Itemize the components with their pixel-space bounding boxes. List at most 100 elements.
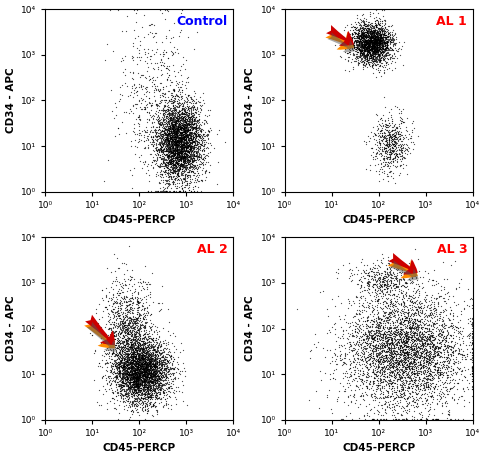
Point	[171, 122, 179, 129]
Point	[156, 374, 164, 381]
Point	[365, 40, 373, 47]
Point	[399, 329, 406, 336]
Point	[388, 378, 396, 385]
Point	[383, 285, 391, 292]
Point	[388, 36, 396, 43]
Point	[416, 291, 423, 298]
Point	[362, 359, 370, 366]
Point	[155, 373, 162, 380]
Point	[389, 303, 397, 311]
Point	[399, 363, 407, 370]
Point	[386, 265, 394, 273]
Point	[169, 156, 176, 163]
Point	[384, 343, 392, 350]
Point	[411, 328, 419, 336]
Point	[369, 26, 377, 34]
Point	[407, 325, 415, 332]
Point	[177, 126, 185, 134]
Point	[379, 339, 387, 346]
Point	[152, 380, 159, 387]
Point	[387, 266, 395, 274]
Point	[127, 383, 135, 391]
Point	[150, 368, 157, 375]
Point	[363, 370, 370, 378]
Point	[161, 116, 169, 123]
Point	[401, 391, 409, 398]
Point	[368, 46, 376, 53]
Point	[435, 322, 443, 329]
Point	[134, 295, 142, 302]
Point	[110, 250, 118, 257]
Point	[377, 340, 384, 347]
Point	[378, 27, 385, 34]
Point	[361, 36, 368, 44]
Point	[175, 187, 183, 195]
Point	[460, 402, 468, 409]
Point	[156, 356, 163, 363]
Point	[160, 156, 168, 163]
Point	[135, 396, 142, 403]
Point	[363, 37, 370, 45]
Point	[112, 381, 120, 389]
Point	[394, 153, 401, 160]
Point	[375, 40, 382, 48]
Point	[149, 373, 156, 381]
Point	[111, 267, 119, 274]
Point	[451, 369, 459, 376]
Point	[141, 395, 149, 403]
Point	[391, 137, 399, 145]
Point	[405, 336, 413, 343]
Point	[191, 87, 198, 94]
Point	[412, 347, 419, 354]
Point	[117, 330, 125, 337]
Point	[134, 363, 141, 370]
Point	[443, 331, 451, 338]
Point	[174, 124, 182, 132]
Point	[383, 276, 391, 283]
Point	[172, 137, 179, 144]
Point	[358, 39, 366, 46]
Point	[174, 154, 181, 162]
Point	[143, 353, 151, 361]
Point	[168, 115, 175, 123]
Point	[167, 113, 174, 121]
Point	[375, 39, 382, 47]
Point	[412, 386, 419, 393]
Point	[325, 386, 333, 394]
Point	[418, 349, 426, 356]
Point	[390, 349, 398, 357]
Point	[161, 144, 169, 151]
Point	[150, 357, 157, 364]
Point	[138, 353, 146, 361]
Point	[133, 403, 141, 410]
Point	[381, 327, 389, 335]
Point	[164, 109, 172, 117]
Point	[410, 357, 417, 364]
Point	[379, 370, 386, 378]
Point	[375, 37, 383, 45]
Point	[159, 155, 167, 162]
Point	[375, 325, 382, 332]
Point	[445, 292, 453, 300]
Point	[464, 319, 471, 326]
Point	[116, 300, 123, 307]
Point	[358, 332, 365, 340]
Point	[169, 109, 176, 117]
Point	[450, 358, 458, 365]
Point	[173, 151, 181, 158]
Point	[393, 415, 400, 422]
Point	[113, 277, 121, 285]
Point	[367, 53, 375, 61]
Point	[169, 128, 177, 135]
Point	[175, 133, 183, 140]
Point	[448, 384, 455, 392]
Point	[414, 336, 422, 343]
Point	[121, 361, 128, 368]
Point	[113, 343, 121, 350]
Point	[174, 137, 182, 145]
Point	[139, 337, 146, 345]
Point	[170, 187, 178, 195]
Point	[398, 386, 405, 393]
Point	[121, 362, 129, 369]
Point	[382, 364, 390, 371]
